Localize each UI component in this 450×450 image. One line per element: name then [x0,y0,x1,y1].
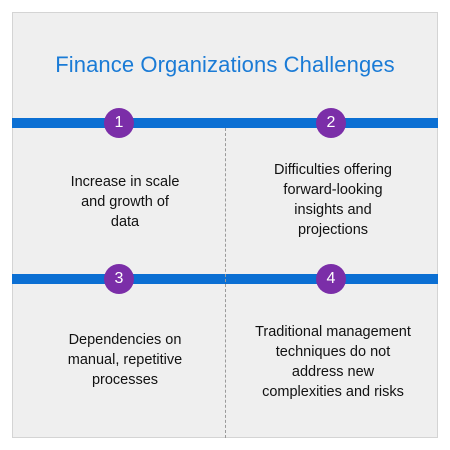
column-divider [225,128,226,438]
challenge-4-number-badge: 4 [316,264,346,294]
row-band-top [12,118,438,128]
challenge-3-number-badge: 3 [104,264,134,294]
challenge-4-text: Traditional management techniques do not… [255,324,411,400]
challenge-2-text: Difficulties offering forward-looking in… [274,162,392,238]
challenge-1-number-badge: 1 [104,108,134,138]
diagram-title: Finance Organizations Challenges [55,52,395,77]
challenge-1-text: Increase in scale and growth of data [70,174,180,230]
challenge-3-text: Dependencies on manual, repetitive proce… [67,332,183,388]
challenge-2-number-badge: 2 [316,108,346,138]
